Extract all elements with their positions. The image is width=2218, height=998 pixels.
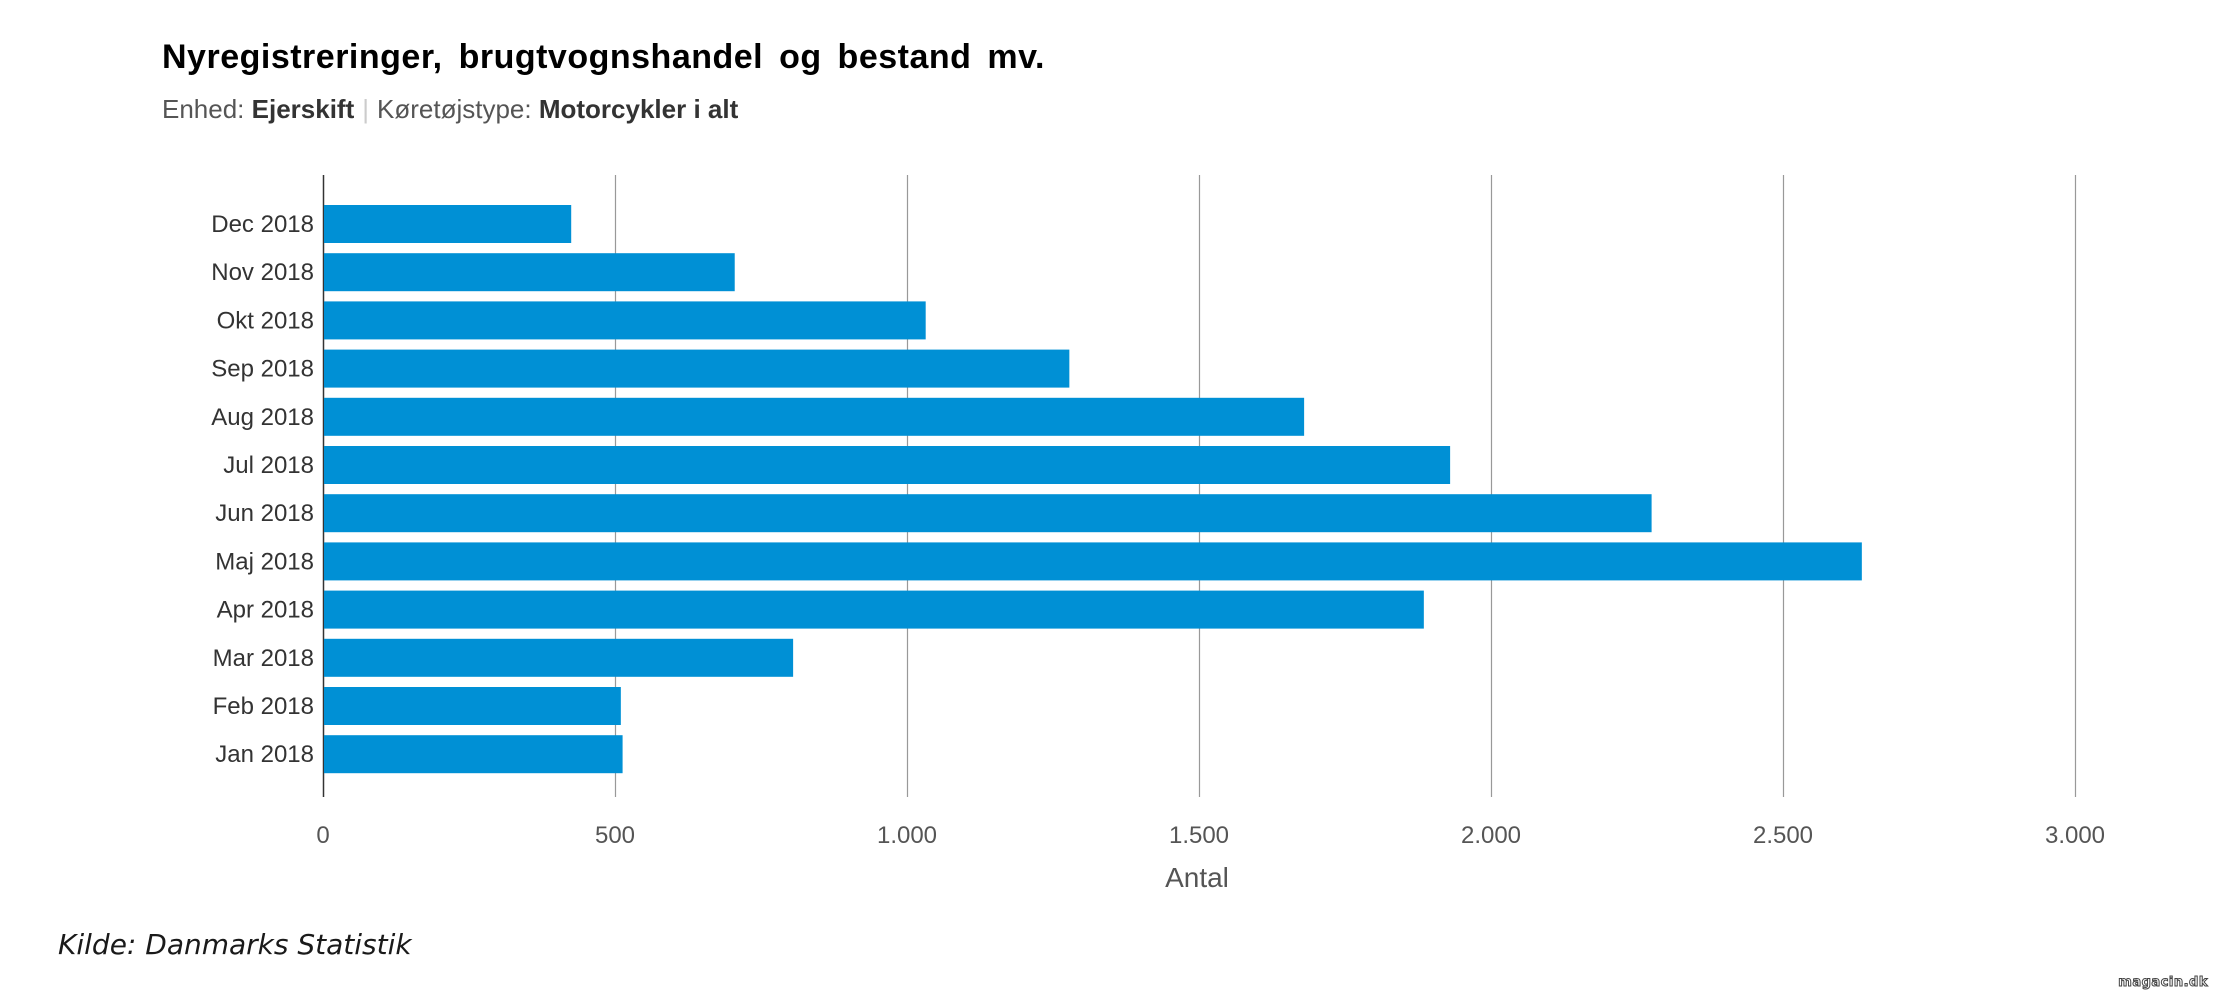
bar[interactable] bbox=[324, 687, 621, 725]
chart-subtitle: Enhed: Ejerskift | Køretøjstype: Motorcykl… bbox=[162, 94, 738, 125]
watermark-logo: magacin.dk bbox=[2118, 975, 2208, 991]
x-tick-label: 2.500 bbox=[1753, 822, 1813, 849]
category-label: Apr 2018 bbox=[217, 597, 314, 624]
unit-label: Enhed: bbox=[162, 94, 245, 124]
x-tick-label: 0 bbox=[316, 822, 329, 849]
category-label: Feb 2018 bbox=[213, 693, 314, 720]
bar[interactable] bbox=[324, 253, 735, 292]
bar[interactable] bbox=[324, 349, 1070, 388]
bar[interactable] bbox=[324, 542, 1862, 581]
category-label: Jan 2018 bbox=[215, 741, 314, 768]
category-label: Dec 2018 bbox=[211, 211, 314, 238]
category-labels: Dec 2018 Nov 2018 Okt 2018 Sep 2018 Aug 2018… bbox=[211, 211, 314, 768]
category-label: Maj 2018 bbox=[215, 548, 314, 575]
x-tick-labels: 0 500 1.000 1.500 2.000 2.500 3.000 bbox=[316, 822, 2105, 849]
bars bbox=[324, 205, 1862, 774]
bar[interactable] bbox=[324, 205, 572, 243]
bar[interactable] bbox=[324, 301, 926, 340]
category-label: Mar 2018 bbox=[213, 645, 314, 672]
category-label: Sep 2018 bbox=[211, 356, 314, 383]
x-tick-label: 1.500 bbox=[1169, 822, 1229, 849]
bar[interactable] bbox=[324, 397, 1305, 436]
x-tick-label: 2.000 bbox=[1461, 822, 1521, 849]
bar[interactable] bbox=[324, 494, 1652, 533]
category-label: Okt 2018 bbox=[217, 307, 314, 334]
vehicle-type-value: Motorcykler i alt bbox=[538, 94, 739, 124]
vehicle-type-label: Køretøjstype: bbox=[377, 94, 532, 124]
x-tick-label: 500 bbox=[595, 822, 635, 849]
category-label: Jul 2018 bbox=[223, 452, 314, 479]
unit-value: Ejerskift bbox=[251, 94, 355, 124]
category-label: Jun 2018 bbox=[215, 500, 314, 527]
bar-chart: Dec 2018 Nov 2018 Okt 2018 Sep 2018 Aug 2018… bbox=[211, 175, 2105, 893]
bar[interactable] bbox=[324, 638, 794, 677]
x-tick-label: 1.000 bbox=[877, 822, 937, 849]
category-label: Nov 2018 bbox=[211, 259, 314, 286]
source-note: Kilde: Danmarks Statistik bbox=[58, 928, 412, 961]
subtitle-separator: | bbox=[362, 94, 370, 124]
bar[interactable] bbox=[324, 735, 623, 774]
bar[interactable] bbox=[324, 446, 1451, 484]
chart-title: Nyregistreringer, brugtvognshandel og be… bbox=[162, 38, 1045, 76]
bar[interactable] bbox=[324, 590, 1424, 629]
x-axis-title: Antal bbox=[1165, 862, 1229, 893]
category-label: Aug 2018 bbox=[211, 404, 314, 431]
x-tick-label: 3.000 bbox=[2045, 822, 2105, 849]
